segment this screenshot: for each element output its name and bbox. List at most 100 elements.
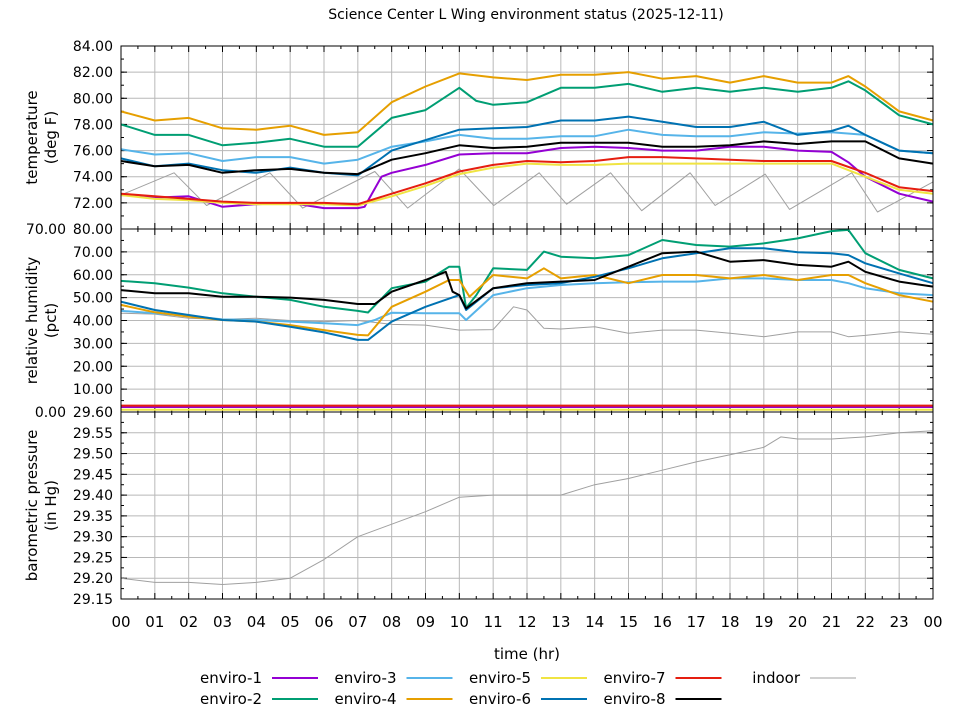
x-axis-label: time (hr): [494, 645, 560, 663]
x-tick-label: 16: [653, 613, 672, 631]
x-tick-label: 12: [517, 613, 536, 631]
y-axis-label: (deg F): [42, 111, 60, 164]
x-tick-label: 00: [923, 613, 942, 631]
series-line-enviro-5: [120, 162, 934, 207]
chart-title: Science Center L Wing environment status…: [328, 7, 724, 23]
x-tick-label: 17: [687, 613, 706, 631]
x-tick-label: 14: [585, 613, 604, 631]
y-tick-label: 82.00: [73, 65, 113, 81]
y-tick-label: 70.00: [73, 245, 113, 261]
panel-1: 0.00 10.00 20.00 30.00 40.00 50.00 60.00 70.00 8…: [23, 222, 934, 421]
legend-item-enviro-7: enviro-7: [603, 669, 722, 687]
legend-item-enviro-5: enviro-5: [469, 669, 587, 687]
legend-item-enviro-1: enviro-1: [200, 669, 318, 687]
legend-label: indoor: [752, 669, 801, 687]
y-tick-label: 29.45: [73, 467, 113, 483]
legend-item-enviro-8: enviro-8: [603, 690, 722, 708]
legend-item-enviro-3: enviro-3: [334, 669, 453, 687]
y-tick-label: 10.00: [73, 382, 113, 398]
legend-label: enviro-8: [603, 690, 665, 708]
x-tick-label: 01: [145, 613, 164, 631]
legend-label: enviro-4: [334, 690, 396, 708]
panel-2: 29.15 29.20 29.25 29.30 29.35 29.40 29.45 29.50…: [23, 405, 934, 608]
y-tick-label: 29.40: [73, 488, 113, 504]
y-tick-label: 70.00: [26, 222, 66, 238]
x-tick-label: 13: [551, 613, 570, 631]
y-axis-label: barometric pressure: [23, 430, 41, 582]
x-tick-label: 00: [111, 613, 130, 631]
x-tick-label: 11: [484, 613, 503, 631]
x-tick-label: 06: [314, 613, 333, 631]
y-axis-label: (pct): [42, 303, 60, 338]
legend-label: enviro-5: [469, 669, 531, 687]
y-tick-label: 76.00: [73, 144, 113, 160]
x-tick-label: 02: [179, 613, 198, 631]
y-tick-label: 29.15: [73, 592, 113, 608]
y-tick-label: 60.00: [73, 268, 113, 284]
y-tick-label: 29.55: [73, 426, 113, 442]
plot-frame: [120, 411, 934, 600]
x-tick-label: 22: [856, 613, 875, 631]
legend-item-enviro-4: enviro-4: [334, 690, 453, 708]
series-line-enviro-2: [120, 80, 934, 148]
legend-item-enviro-6: enviro-6: [469, 690, 587, 708]
x-tick-label: 18: [720, 613, 739, 631]
x-tick-label: 03: [213, 613, 232, 631]
series-line-enviro-4: [120, 267, 934, 337]
x-tick-label: 23: [890, 613, 909, 631]
x-tick-label: 19: [754, 613, 773, 631]
y-tick-label: 80.00: [73, 222, 113, 238]
legend-label: enviro-7: [603, 669, 665, 687]
legend-label: enviro-6: [469, 690, 531, 708]
y-tick-label: 78.00: [73, 117, 113, 133]
legend: enviro-1 enviro-2 enviro-3 enviro-4 enviro-5…: [200, 669, 856, 708]
x-tick-label: 05: [281, 613, 300, 631]
x-tick-label: 15: [619, 613, 638, 631]
x-tick-label: 10: [450, 613, 469, 631]
x-tick-label: 21: [822, 613, 841, 631]
y-tick-label: 40.00: [73, 314, 113, 330]
legend-label: enviro-3: [334, 669, 396, 687]
y-tick-label: 29.25: [73, 550, 113, 566]
y-tick-label: 29.60: [73, 405, 113, 421]
y-tick-label: 29.30: [73, 530, 113, 546]
legend-label: enviro-1: [200, 669, 262, 687]
series-line-enviro-8: [120, 250, 934, 310]
y-tick-label: 0.00: [35, 405, 66, 421]
y-tick-label: 80.00: [73, 91, 113, 107]
series-line-enviro-7: [120, 156, 934, 206]
x-tick-label: 20: [788, 613, 807, 631]
series-line-enviro-3: [120, 128, 934, 165]
legend-item-enviro-2: enviro-2: [200, 690, 318, 708]
series-line-enviro-2: [120, 228, 934, 314]
series-line-indoor: [120, 306, 934, 338]
y-axis-label: temperature: [23, 90, 41, 184]
series-line-indoor: [120, 430, 934, 585]
x-tick-label: 09: [416, 613, 435, 631]
series-line-enviro-3: [120, 277, 934, 327]
y-tick-label: 20.00: [73, 359, 113, 375]
y-tick-label: 84.00: [73, 39, 113, 55]
y-tick-label: 50.00: [73, 291, 113, 307]
x-tick-label: 04: [247, 613, 266, 631]
y-tick-label: 74.00: [73, 170, 113, 186]
panels: 70.00 72.00 74.00 76.00 78.00 80.00 82.00 84.00…: [23, 39, 934, 608]
series-line-enviro-6: [120, 115, 934, 177]
x-tick-labels: 00 01 02 03 04 05 06 07 08 09 10 11 12 13 14 15 16 17 18 19…: [111, 613, 942, 631]
y-tick-label: 29.50: [73, 447, 113, 463]
y-axis-label: (in Hg): [42, 480, 60, 531]
y-tick-label: 29.35: [73, 509, 113, 525]
y-tick-label: 29.20: [73, 571, 113, 587]
x-tick-label: 07: [348, 613, 367, 631]
x-tick-label: 08: [382, 613, 401, 631]
legend-item-indoor: indoor: [752, 669, 856, 687]
y-tick-label: 72.00: [73, 196, 113, 212]
series-line-enviro-8: [120, 140, 934, 176]
series-line-indoor: [120, 168, 934, 213]
panel-0: 70.00 72.00 74.00 76.00 78.00 80.00 82.00 84.00…: [23, 39, 934, 238]
series-line-enviro-4: [120, 71, 934, 136]
y-axis-label: relative humidity: [23, 257, 41, 385]
legend-label: enviro-2: [200, 690, 262, 708]
y-tick-label: 30.00: [73, 336, 113, 352]
